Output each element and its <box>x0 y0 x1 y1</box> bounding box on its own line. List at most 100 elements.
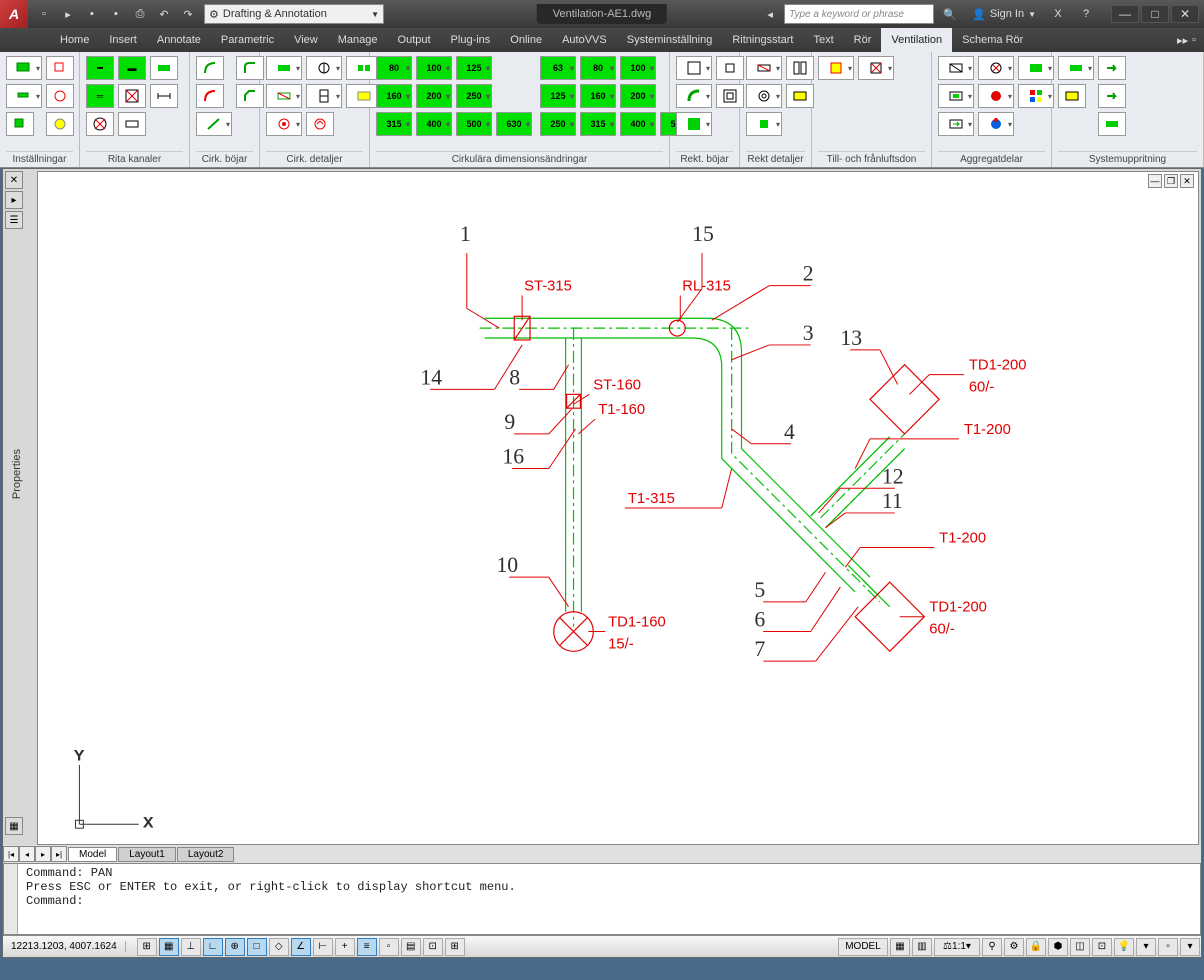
sb-lwt-icon[interactable]: ≡ <box>357 938 377 956</box>
rita-btn-5[interactable] <box>118 84 146 108</box>
ribbon-tab-ventilation[interactable]: Ventilation <box>881 28 952 52</box>
rd-btn-4[interactable] <box>786 56 814 80</box>
undo-icon[interactable]: ↶ <box>154 4 174 24</box>
sb-infer-icon[interactable]: ⊞ <box>137 938 157 956</box>
tab-model[interactable]: Model <box>68 847 117 862</box>
dim-btn-80[interactable]: 80▾ <box>376 56 412 80</box>
rd-btn-5[interactable] <box>786 84 814 108</box>
sb-iso-icon[interactable]: ◫ <box>1070 938 1090 956</box>
rita-btn-8[interactable] <box>150 84 178 108</box>
ribbon-tab-plug-ins[interactable]: Plug-ins <box>441 28 501 52</box>
sb-layout-icon[interactable]: ▦ <box>890 938 910 956</box>
layout-next-icon[interactable]: ▸ <box>35 846 51 862</box>
cd-btn-5[interactable]: ▾ <box>306 84 342 108</box>
sb-am-icon[interactable]: ⊞ <box>445 938 465 956</box>
dim2-btn-63[interactable]: 63▾ <box>540 56 576 80</box>
tab-layout1[interactable]: Layout1 <box>118 847 176 862</box>
saveas-icon[interactable]: ▪ <box>106 4 126 24</box>
sb-bulb-icon[interactable]: 💡 <box>1114 938 1134 956</box>
dim2-btn-100[interactable]: 100▾ <box>620 56 656 80</box>
cd-btn-1[interactable]: ▾ <box>266 56 302 80</box>
rb-btn-2[interactable]: ▾ <box>676 84 712 108</box>
sb-ducs-icon[interactable]: ⊢ <box>313 938 333 956</box>
cb-btn-4[interactable] <box>236 56 264 80</box>
ag-btn-10[interactable] <box>1058 84 1086 108</box>
dim-btn-160[interactable]: 160▾ <box>376 84 412 108</box>
command-window[interactable]: Command: PAN Press ESC or ENTER to exit,… <box>3 863 1201 935</box>
settings-btn-1[interactable]: ▾ <box>6 56 42 80</box>
rd-btn-3[interactable]: ▾ <box>746 112 782 136</box>
ribbon-tab-home[interactable]: Home <box>50 28 99 52</box>
dim-btn-630[interactable]: 630▾ <box>496 112 532 136</box>
palette-close-icon[interactable]: ✕ <box>5 171 23 189</box>
rita-btn-7[interactable] <box>150 56 178 80</box>
ag-btn-1[interactable]: ▾ <box>938 56 974 80</box>
dim2-btn-125[interactable]: 125▾ <box>540 84 576 108</box>
sb-clean-icon[interactable]: ▫ <box>1158 938 1178 956</box>
close-button[interactable]: ✕ <box>1171 5 1199 23</box>
cd-btn-3[interactable]: ▾ <box>266 112 302 136</box>
redo-icon[interactable]: ↷ <box>178 4 198 24</box>
tab-layout2[interactable]: Layout2 <box>177 847 235 862</box>
dim-btn-100[interactable]: 100▾ <box>416 56 452 80</box>
sb-dyn-icon[interactable]: + <box>335 938 355 956</box>
rita-btn-1[interactable]: ━ <box>86 56 114 80</box>
cd-btn-2[interactable]: ▾ <box>266 84 302 108</box>
sb-polar-icon[interactable]: ⊕ <box>225 938 245 956</box>
help-icon[interactable]: ? <box>1074 4 1098 24</box>
sb-tray-icon[interactable]: ▾ <box>1180 938 1200 956</box>
layout-prev-icon[interactable]: ◂ <box>19 846 35 862</box>
maximize-button[interactable]: □ <box>1141 5 1169 23</box>
dim-btn-315[interactable]: 315▾ <box>376 112 412 136</box>
save-icon[interactable]: ▪ <box>82 4 102 24</box>
ribbon-tab-systeminställning[interactable]: Systeminställning <box>617 28 723 52</box>
rb-btn-3[interactable]: ▾ <box>676 112 712 136</box>
ribbon-tab-manage[interactable]: Manage <box>328 28 388 52</box>
cb-btn-3[interactable]: ▾ <box>196 112 232 136</box>
ribbon-tab-output[interactable]: Output <box>388 28 441 52</box>
ribbon-tab-text[interactable]: Text <box>803 28 843 52</box>
sb-ortho-icon[interactable]: ∟ <box>203 938 223 956</box>
ribbon-tab-annotate[interactable]: Annotate <box>147 28 211 52</box>
search-input[interactable]: Type a keyword or phrase <box>784 4 934 24</box>
ag-btn-7[interactable]: ▾ <box>1018 56 1054 80</box>
ribbon-tab-ritningsstart[interactable]: Ritningsstart <box>722 28 803 52</box>
print-icon[interactable]: ⎙ <box>130 4 150 24</box>
rd-btn-1[interactable]: ▾ <box>746 56 782 80</box>
sb-osnap-icon[interactable]: □ <box>247 938 267 956</box>
drawing-canvas[interactable]: — ❐ ✕ XY11523134148916121110567ST-315RL-… <box>37 171 1199 845</box>
cd-btn-4[interactable]: ▾ <box>306 56 342 80</box>
sb-model-button[interactable]: MODEL <box>838 938 888 956</box>
cd-btn-6[interactable] <box>306 112 334 136</box>
cb-btn-5[interactable] <box>236 84 264 108</box>
tf-btn-2[interactable]: ▾ <box>858 56 894 80</box>
cmd-resize-handle[interactable] <box>4 864 18 934</box>
title-chevron-icon[interactable]: ◂ <box>760 4 780 24</box>
ag-btn-3[interactable]: ▾ <box>938 112 974 136</box>
sb-hw-icon[interactable]: ⬢ <box>1048 938 1068 956</box>
ribbon-tab-online[interactable]: Online <box>500 28 552 52</box>
palette-props-icon[interactable]: ▦ <box>5 817 23 835</box>
ag-btn-4[interactable]: ▾ <box>978 56 1014 80</box>
sb-otrack-icon[interactable]: ∠ <box>291 938 311 956</box>
settings-btn-5[interactable] <box>46 84 74 108</box>
tf-btn-1[interactable]: ▾ <box>818 56 854 80</box>
sb-3dosnap-icon[interactable]: ◇ <box>269 938 289 956</box>
ag-btn-2[interactable]: ▾ <box>938 84 974 108</box>
ag-btn-8[interactable]: ▾ <box>1018 84 1054 108</box>
sb-filter-icon[interactable]: ▾ <box>1136 938 1156 956</box>
sy-btn-3[interactable] <box>1098 84 1126 108</box>
ag-btn-5[interactable]: ▾ <box>978 84 1014 108</box>
sy-btn-4[interactable] <box>1098 112 1126 136</box>
sb-ws-icon[interactable]: ⚙ <box>1004 938 1024 956</box>
rita-btn-3[interactable] <box>86 112 114 136</box>
rita-btn-2[interactable]: ═ <box>86 84 114 108</box>
ribbon-tab-rör[interactable]: Rör <box>844 28 882 52</box>
sb-tpy-icon[interactable]: ▫ <box>379 938 399 956</box>
sb-grid-icon[interactable]: ⊥ <box>181 938 201 956</box>
dim-btn-250[interactable]: 250▾ <box>456 84 492 108</box>
dim-btn-400[interactable]: 400▾ <box>416 112 452 136</box>
ribbon-more-icon[interactable]: ▸▸ <box>1177 34 1188 47</box>
settings-btn-4[interactable] <box>46 56 74 80</box>
open-icon[interactable]: ▸ <box>58 4 78 24</box>
